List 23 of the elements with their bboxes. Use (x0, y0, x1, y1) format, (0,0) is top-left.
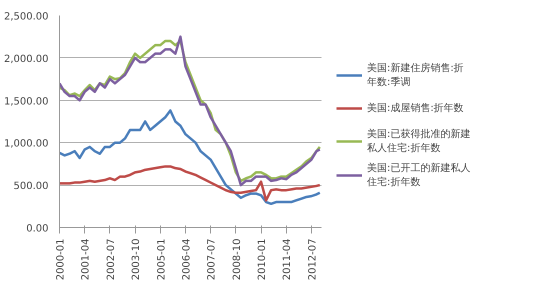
x-tick-label: 2012-07 (307, 238, 318, 280)
y-tick-label: 2,500.00 (4, 12, 48, 22)
legend-label: 美国:成屋销售:折年数 (367, 102, 464, 116)
y-tick-label: 1,000.00 (4, 138, 48, 150)
x-tick-label: 2001-04 (80, 238, 92, 280)
x-tick-label: 2011-04 (282, 238, 294, 280)
line-series (60, 109, 322, 206)
y-tick-label: 0.00 (26, 224, 48, 234)
x-tick-label: 2002-07 (106, 238, 117, 280)
line-series (60, 165, 322, 202)
x-tick-label: 2006-04 (181, 238, 192, 280)
y-tick-label: 2,000.00 (4, 54, 48, 65)
y-tick-label: 500.00 (14, 181, 49, 192)
legend-label: 美国:已获得批准的新建私人住宅:折年数 (367, 128, 470, 154)
x-tick-label: 2000-01 (56, 238, 66, 280)
x-tick-label: 2005-01 (156, 238, 168, 280)
x-tick-label: 2008-10 (232, 238, 243, 280)
x-tick-label: 2007-07 (206, 238, 218, 280)
x-tick-label: 2003-10 (131, 238, 142, 280)
legend-label: 美国:已开工的新建私人住宅:折年数 (367, 162, 470, 188)
y-tick-label: 1,500.00 (4, 96, 48, 108)
legend-label: 美国:新建住房销售:折年数:季调 (367, 62, 464, 88)
x-tick-label: 2010-01 (257, 238, 268, 280)
